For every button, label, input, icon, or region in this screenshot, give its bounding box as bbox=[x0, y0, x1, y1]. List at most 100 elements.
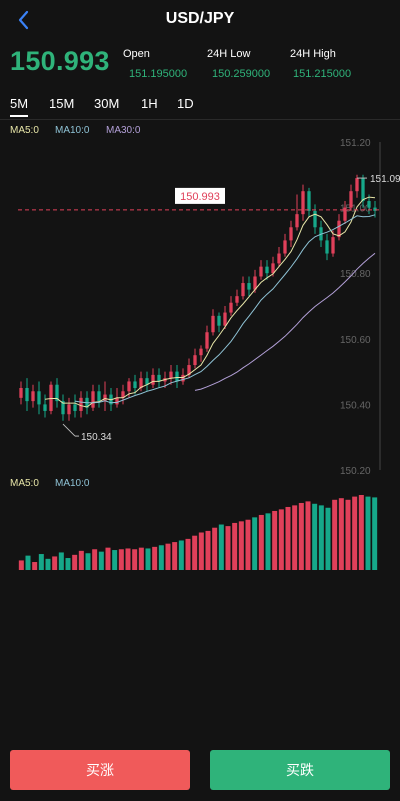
ma30-label: MA30:0 bbox=[106, 125, 141, 136]
annotations: 150.993 151.09 150.34 bbox=[18, 174, 400, 443]
candle-body bbox=[139, 378, 143, 388]
tab-15m[interactable]: 15M bbox=[49, 96, 75, 111]
volume-bar bbox=[278, 509, 284, 570]
stat-value: 151.195000 bbox=[129, 68, 188, 80]
volume-bar bbox=[358, 495, 364, 570]
divider bbox=[0, 119, 400, 120]
candle-body bbox=[151, 374, 155, 385]
candle-body bbox=[337, 220, 341, 238]
volume-bar bbox=[218, 524, 224, 570]
ma5-label: MA5:0 bbox=[10, 125, 39, 136]
candle-body bbox=[49, 384, 53, 411]
stat-label: 24H Low bbox=[207, 48, 251, 60]
volume-bar bbox=[132, 549, 138, 570]
vol-ma10-label: MA10:0 bbox=[55, 478, 90, 489]
volume-bar bbox=[45, 558, 51, 570]
volume-bar bbox=[345, 499, 351, 570]
tab-30m[interactable]: 30M bbox=[94, 96, 120, 111]
volume-bar bbox=[78, 550, 84, 570]
candle-body bbox=[289, 227, 293, 241]
volume-bar bbox=[152, 546, 158, 570]
volume-bar bbox=[245, 519, 251, 570]
header: USD/JPY bbox=[0, 0, 400, 40]
volume-bar bbox=[238, 521, 244, 570]
candle-body bbox=[187, 365, 191, 375]
vol-ma5-label: MA5:0 bbox=[10, 478, 39, 489]
stat-value: 151.215000 bbox=[293, 68, 352, 80]
candle-body bbox=[19, 388, 23, 398]
tab-1h[interactable]: 1H bbox=[141, 96, 158, 111]
candle-body bbox=[91, 391, 95, 408]
volume-bar bbox=[125, 548, 131, 570]
y-tick-label: 150.60 bbox=[340, 335, 371, 346]
volume-bar bbox=[112, 550, 118, 570]
candlestick-chart[interactable]: 151.20 151.00 150.80 150.60 150.40 150.20 150… bbox=[0, 120, 400, 580]
candle-body bbox=[61, 401, 65, 415]
volume-bar bbox=[265, 513, 271, 570]
candle-body bbox=[223, 312, 227, 326]
volume-bar bbox=[158, 545, 164, 570]
volume-bar bbox=[172, 542, 178, 570]
volume-bar bbox=[198, 532, 204, 570]
candle-body bbox=[343, 207, 347, 221]
volume-bar bbox=[298, 502, 304, 570]
candle-body bbox=[235, 296, 239, 303]
candle-body bbox=[169, 371, 173, 379]
volume-bar bbox=[305, 501, 311, 570]
volume-bar bbox=[178, 540, 184, 570]
candle-body bbox=[247, 283, 251, 290]
candle-body bbox=[127, 381, 131, 392]
volume-bar bbox=[138, 547, 144, 570]
max-price-label: 151.09 bbox=[370, 174, 400, 185]
candle-body bbox=[199, 348, 203, 356]
current-price-label: 150.993 bbox=[180, 191, 220, 203]
chevron-left-icon[interactable] bbox=[12, 8, 36, 32]
volume-bar bbox=[105, 547, 111, 570]
candle-body bbox=[283, 240, 287, 254]
tab-1d[interactable]: 1D bbox=[177, 96, 194, 111]
candle-body bbox=[205, 332, 209, 349]
volume-bar bbox=[318, 505, 324, 570]
stat-label: 24H High bbox=[290, 48, 336, 60]
volume-bar bbox=[325, 507, 331, 570]
candle-body bbox=[259, 266, 263, 277]
tab-5m[interactable]: 5M bbox=[10, 96, 29, 117]
volume-bar bbox=[18, 560, 24, 570]
volume-bar bbox=[145, 548, 151, 570]
candle-body bbox=[73, 404, 77, 411]
volume-bar bbox=[118, 549, 124, 570]
candle-body bbox=[43, 404, 47, 411]
current-price-tag bbox=[175, 187, 225, 204]
candle-body bbox=[265, 266, 269, 274]
candle-body bbox=[295, 214, 299, 228]
candle-body bbox=[55, 384, 59, 402]
candle-body bbox=[349, 191, 353, 208]
volume-bars bbox=[18, 495, 378, 570]
candle-body bbox=[157, 374, 161, 382]
volume-bar bbox=[72, 554, 78, 570]
candle-body bbox=[313, 210, 317, 228]
buy-down-button[interactable]: 买跌 bbox=[210, 750, 390, 790]
volume-bar bbox=[232, 522, 238, 570]
y-tick-label: 151.00 bbox=[340, 204, 371, 215]
candles bbox=[19, 174, 377, 421]
volume-bar bbox=[165, 543, 171, 570]
volume-bar bbox=[32, 562, 38, 570]
timeframe-tabs: 5M 15M 30M 1H 1D bbox=[0, 96, 400, 118]
stat-label: Open bbox=[123, 48, 150, 60]
stat-24h-low: 24H Low 150.259000 bbox=[207, 48, 270, 80]
volume-bar bbox=[332, 499, 338, 570]
candle-body bbox=[97, 391, 101, 402]
candle-body bbox=[361, 178, 365, 202]
volume-bar bbox=[25, 555, 31, 570]
ma5-line bbox=[44, 196, 376, 408]
volume-bar bbox=[185, 538, 191, 570]
candle-body bbox=[103, 394, 107, 402]
candle-body bbox=[373, 207, 377, 211]
stat-24h-high: 24H High 151.215000 bbox=[290, 48, 351, 80]
stat-open: Open 151.195000 bbox=[123, 48, 187, 80]
ma10-label: MA10:0 bbox=[55, 125, 90, 136]
volume-bar bbox=[272, 510, 278, 570]
buy-up-button[interactable]: 买涨 bbox=[10, 750, 190, 790]
y-tick-label: 150.40 bbox=[340, 400, 371, 411]
